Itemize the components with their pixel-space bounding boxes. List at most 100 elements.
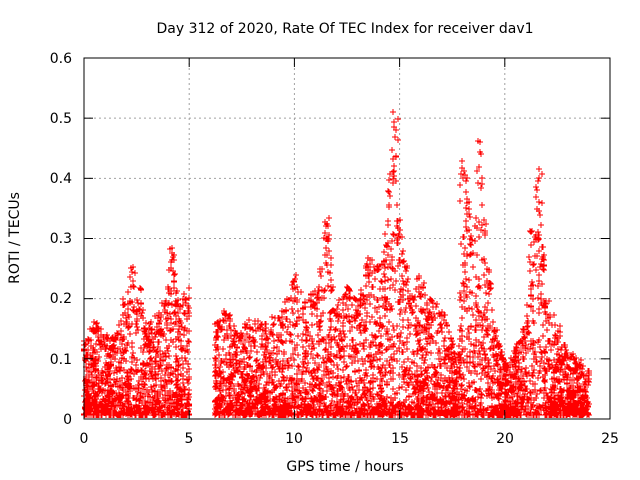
data-point — [462, 269, 468, 275]
data-point — [359, 356, 365, 362]
data-point — [489, 307, 495, 313]
data-point — [472, 364, 478, 370]
data-point — [467, 214, 473, 220]
data-point — [463, 189, 469, 195]
data-point — [271, 345, 277, 351]
data-point — [180, 380, 186, 386]
data-point — [330, 284, 336, 290]
data-point — [153, 349, 159, 355]
data-point — [486, 291, 492, 297]
data-point — [310, 388, 316, 394]
data-point — [314, 352, 320, 358]
data-point — [350, 337, 356, 343]
data-point — [466, 330, 472, 336]
data-point — [387, 193, 393, 199]
data-point — [403, 268, 409, 274]
data-point — [394, 202, 400, 208]
data-point — [537, 212, 543, 218]
data-point — [314, 313, 320, 319]
data-points — [81, 109, 592, 418]
data-point — [378, 333, 384, 339]
data-point — [129, 367, 135, 373]
data-point — [300, 344, 306, 350]
data-point — [580, 372, 586, 378]
data-point — [478, 376, 484, 382]
data-point — [320, 337, 326, 343]
data-point — [473, 293, 479, 299]
data-point — [493, 358, 499, 364]
data-point — [537, 388, 543, 394]
data-point — [396, 345, 402, 351]
data-point — [533, 194, 539, 200]
data-point — [217, 388, 223, 394]
data-point — [534, 187, 540, 193]
data-point — [372, 276, 378, 282]
data-point — [328, 344, 334, 350]
data-point — [114, 330, 120, 336]
data-point — [529, 279, 535, 285]
data-point — [536, 403, 542, 409]
data-point — [382, 265, 388, 271]
data-point — [121, 302, 127, 308]
data-point — [481, 272, 487, 278]
data-point — [531, 261, 537, 267]
data-point — [184, 343, 190, 349]
data-point — [468, 233, 474, 239]
data-point — [479, 175, 485, 181]
data-point — [129, 269, 135, 275]
data-point — [464, 284, 470, 290]
data-point — [548, 347, 554, 353]
data-point — [295, 363, 301, 369]
data-point — [486, 360, 492, 366]
data-point — [405, 325, 411, 331]
data-point — [538, 222, 544, 228]
data-point — [473, 317, 479, 323]
data-point — [452, 385, 458, 391]
data-point — [534, 391, 540, 397]
data-point — [329, 287, 335, 293]
data-point — [460, 280, 466, 286]
data-point — [305, 360, 311, 366]
data-point — [320, 355, 326, 361]
data-point — [487, 346, 493, 352]
data-point — [221, 337, 227, 343]
data-point — [436, 346, 442, 352]
data-point — [434, 301, 440, 307]
data-point — [303, 320, 309, 326]
data-point — [390, 231, 396, 237]
data-point — [377, 356, 383, 362]
data-point — [523, 350, 529, 356]
data-point — [388, 376, 394, 382]
data-point — [185, 338, 191, 344]
data-point — [340, 367, 346, 373]
data-point — [398, 307, 404, 313]
data-point — [457, 365, 463, 371]
data-point — [466, 277, 472, 283]
data-point — [247, 354, 253, 360]
data-point — [326, 375, 332, 381]
data-point — [384, 382, 390, 388]
data-point — [383, 347, 389, 353]
data-point — [463, 205, 469, 211]
data-point — [341, 359, 347, 365]
data-point — [327, 327, 333, 333]
data-point — [388, 276, 394, 282]
data-point — [347, 319, 353, 325]
data-point — [458, 241, 464, 247]
data-point — [385, 218, 391, 224]
data-point — [116, 322, 122, 328]
data-point — [460, 404, 466, 410]
data-point — [136, 378, 142, 384]
data-point — [470, 312, 476, 318]
data-point — [390, 266, 396, 272]
data-point — [536, 199, 542, 205]
data-point — [366, 279, 372, 285]
data-point — [457, 297, 463, 303]
data-point — [478, 185, 484, 191]
data-point — [374, 391, 380, 397]
data-point — [272, 372, 278, 378]
data-point — [363, 283, 369, 289]
data-point — [544, 327, 550, 333]
data-point — [535, 295, 541, 301]
data-point — [441, 338, 447, 344]
